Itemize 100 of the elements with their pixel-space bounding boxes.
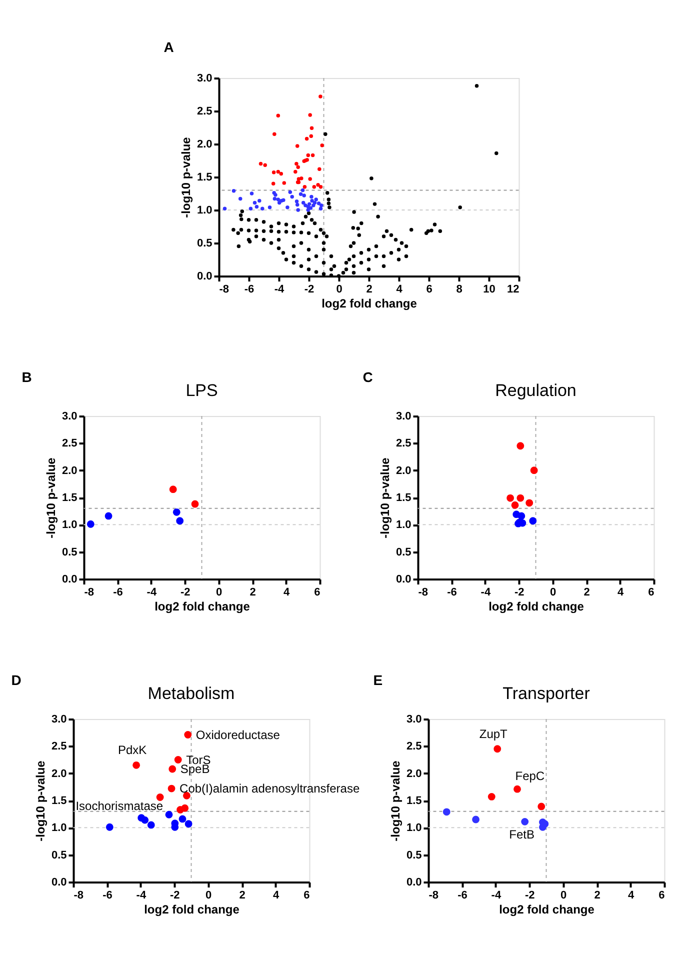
point <box>472 816 480 824</box>
annotation: ZupT <box>479 726 508 741</box>
point <box>302 194 306 198</box>
point <box>511 501 519 509</box>
y-tick-label: 1.5 <box>62 492 78 504</box>
point <box>252 200 257 205</box>
annotation: FetB <box>509 828 535 842</box>
y-tick-label: 2.5 <box>51 740 67 753</box>
x-tick-label: 2 <box>239 890 246 902</box>
chart-title: Regulation <box>495 381 576 400</box>
x-tick-label: -4 <box>146 586 158 598</box>
annotation: FepC <box>515 769 545 784</box>
point <box>310 198 314 203</box>
y-tick-label: 3.0 <box>406 714 422 726</box>
point <box>310 153 315 158</box>
y-tick-label: 0.0 <box>196 270 212 282</box>
point <box>306 153 310 158</box>
text: C <box>362 369 373 385</box>
y-tick-label: 2.0 <box>406 768 422 780</box>
x-tick-label: -6 <box>113 586 123 598</box>
point <box>516 494 524 502</box>
point <box>320 143 324 148</box>
point <box>298 192 303 196</box>
point <box>307 202 312 206</box>
point <box>290 194 294 199</box>
x-tick-label: -4 <box>136 890 147 902</box>
point <box>494 745 502 753</box>
x-tick-label: 0 <box>550 586 556 598</box>
point <box>538 802 546 810</box>
point <box>310 194 314 199</box>
point <box>169 486 177 494</box>
x-tick-label: 4 <box>396 284 404 296</box>
point <box>165 810 173 818</box>
point <box>288 190 292 194</box>
point <box>310 126 314 130</box>
y-axis-title: -log10 p-value <box>44 457 58 538</box>
point <box>308 177 312 181</box>
x-axis-title: log2 fold change <box>488 600 584 614</box>
text: B <box>22 369 32 385</box>
point <box>286 205 290 210</box>
point <box>86 520 94 528</box>
point <box>268 205 272 210</box>
point <box>222 206 227 211</box>
x-tick-label: 6 <box>658 890 665 902</box>
point <box>232 188 236 193</box>
y-tick-label: 1.0 <box>196 204 212 216</box>
annotation: Isochorismatase <box>76 799 164 814</box>
y-tick-label: 2.0 <box>196 138 212 150</box>
x-tick-label: -4 <box>274 284 286 296</box>
y-tick-label: 0.0 <box>62 574 78 586</box>
point <box>318 206 323 211</box>
x-axis-title: log2 fold change <box>154 600 250 614</box>
point <box>308 113 312 117</box>
point <box>514 785 521 793</box>
point <box>271 182 276 186</box>
point <box>312 200 317 205</box>
y-tick-label: 0.0 <box>396 574 412 586</box>
x-tick-label: 0 <box>560 890 567 902</box>
annotation: Cob(I)alamin adenosyltransferase <box>180 782 360 796</box>
y-tick-label: 1.5 <box>51 795 67 807</box>
y-tick-label: 0.0 <box>51 876 67 888</box>
point <box>526 499 534 507</box>
point <box>276 198 280 202</box>
x-tick-label: 6 <box>648 586 654 598</box>
point <box>260 206 264 211</box>
point <box>294 162 298 166</box>
text: D <box>11 672 22 688</box>
point <box>300 176 304 180</box>
point <box>308 206 313 210</box>
x-tick-label: -6 <box>244 284 254 296</box>
point <box>300 188 305 192</box>
point <box>168 765 176 773</box>
x-axis-title: log2 fold change <box>322 296 418 310</box>
y-tick-label: 2.5 <box>196 106 212 118</box>
x-tick-label: -8 <box>219 284 230 296</box>
y-tick-label: 0.0 <box>406 876 422 888</box>
x-tick-label: -4 <box>480 586 492 598</box>
x-tick-label: -6 <box>102 890 112 902</box>
x-tick-label: 6 <box>304 890 310 902</box>
point <box>276 114 280 118</box>
point <box>178 815 186 823</box>
point <box>156 794 164 801</box>
x-tick-label: 0 <box>336 284 342 296</box>
point <box>254 204 259 209</box>
x-tick-label: -6 <box>447 586 457 598</box>
x-tick-label: 6 <box>314 586 320 598</box>
x-tick-label: 2 <box>366 284 372 296</box>
text: A <box>164 39 174 55</box>
x-tick-label: 4 <box>272 890 280 902</box>
point <box>319 204 324 208</box>
y-tick-label: 1.5 <box>196 172 212 184</box>
x-tick-label: 10 <box>483 284 496 296</box>
y-axis-title: -log10 p-value <box>33 760 48 842</box>
point <box>272 196 277 201</box>
point <box>316 183 320 187</box>
y-tick-label: 3.0 <box>51 714 67 726</box>
x-tick-label: 4 <box>628 890 635 902</box>
x-tick-label: 12 <box>507 284 520 296</box>
point <box>506 494 514 502</box>
x-tick-label: -4 <box>491 890 502 902</box>
